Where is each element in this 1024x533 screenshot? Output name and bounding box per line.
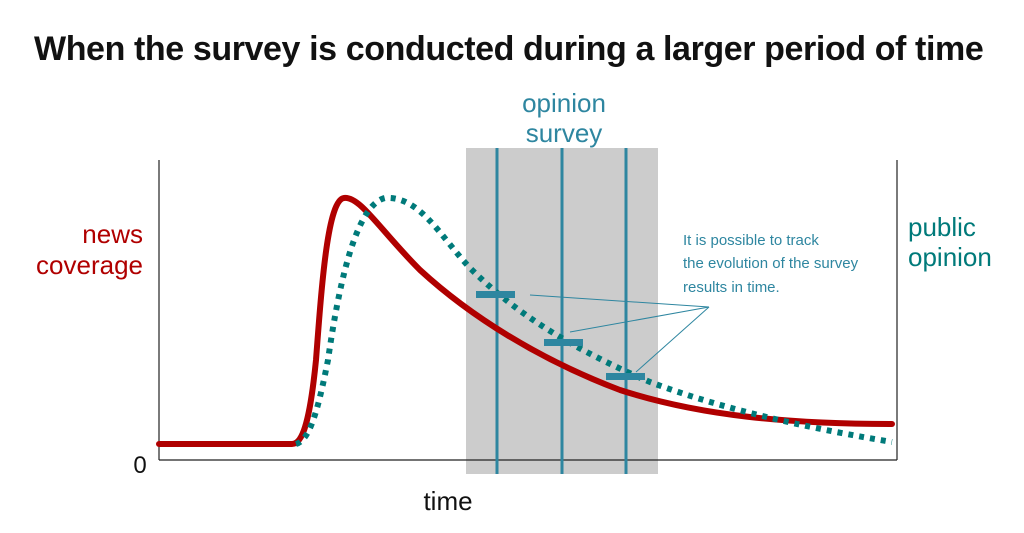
x-axis-label: time [423,486,472,516]
news-label-line-1: news [82,219,143,249]
annotation-pointer-1 [529,294,710,308]
y-zero-label: 0 [133,452,146,479]
annotation-line-2: the evolution of the survey [683,255,859,272]
survey-result-bar-3 [606,373,645,380]
survey-label-line-1: opinion [522,88,606,118]
public-label-line-1: public [908,212,976,242]
news-coverage-curve [156,195,895,447]
news-label-line-2: coverage [36,250,143,280]
survey-result-bar-2 [544,339,583,346]
annotation-pointer-3 [635,306,710,373]
public-label-line-2: opinion [908,242,992,272]
page-title: When the survey is conducted during a la… [34,30,984,68]
annotation-pointer-2 [569,306,710,333]
annotation-line-1: It is possible to track [683,232,819,249]
survey-label-line-2: survey [526,118,603,148]
survey-result-bar-1 [476,291,515,298]
annotation-line-3: results in time. [683,279,780,296]
public-opinion-curve [294,194,893,447]
